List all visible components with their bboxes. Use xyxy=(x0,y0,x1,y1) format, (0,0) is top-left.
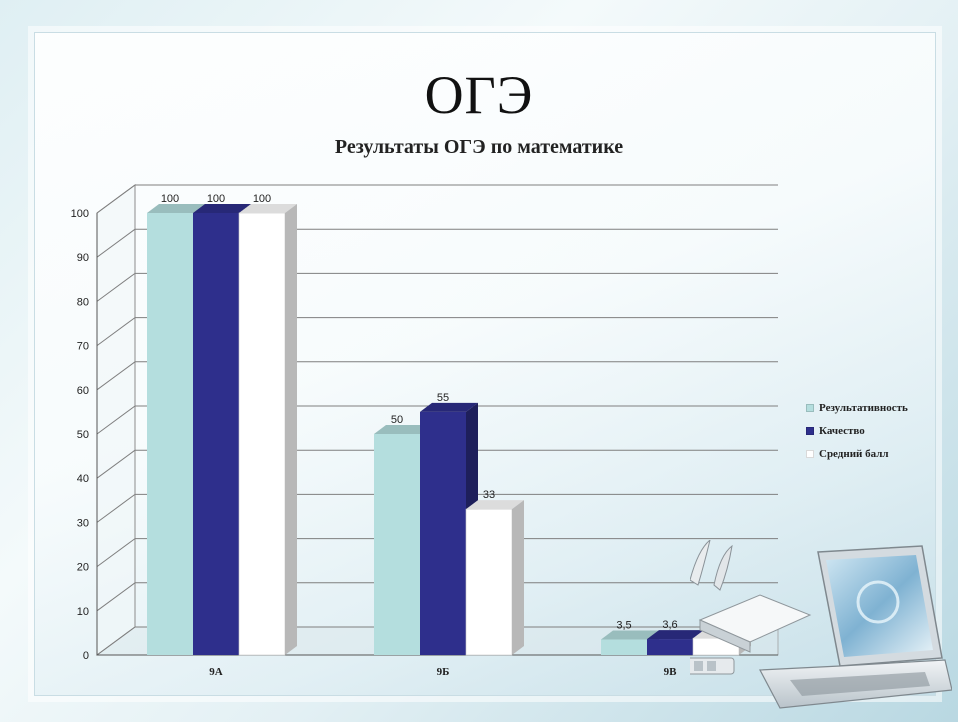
gridline-side xyxy=(96,317,136,347)
data-label: 3,5 xyxy=(616,620,631,632)
slide-title: ОГЭ xyxy=(424,65,534,125)
data-label: 3,6 xyxy=(662,619,677,631)
laptop-illustration xyxy=(690,540,952,709)
bar-top xyxy=(374,425,432,434)
x-tick-label: 9А xyxy=(209,666,223,678)
y-tick-label: 10 xyxy=(77,606,89,618)
gridline-side xyxy=(96,361,136,391)
gridline-side xyxy=(96,493,136,523)
bar xyxy=(238,212,286,656)
y-tick-label: 90 xyxy=(77,252,89,264)
data-label: 50 xyxy=(391,414,403,426)
bar-side xyxy=(512,500,524,655)
bar-top xyxy=(601,630,659,640)
y-tick-label: 0 xyxy=(83,650,89,662)
legend-swatch xyxy=(806,403,814,412)
bar xyxy=(647,639,693,655)
bar xyxy=(374,434,420,655)
gridline-side xyxy=(96,538,136,568)
data-label: 33 xyxy=(483,489,495,501)
bar xyxy=(147,213,193,655)
bar xyxy=(465,508,513,656)
legend-label: Качество xyxy=(819,424,865,437)
y-tick-label: 100 xyxy=(71,208,89,220)
gridline-side xyxy=(96,449,136,479)
data-label: 100 xyxy=(161,193,179,205)
data-label: 100 xyxy=(207,193,225,205)
data-label: 55 xyxy=(437,392,449,404)
bar-top xyxy=(420,402,478,412)
bar-top xyxy=(239,204,297,213)
chart-title: Результаты ОГЭ по математике xyxy=(334,136,624,158)
y-tick-label: 80 xyxy=(77,296,89,308)
bar xyxy=(420,411,466,655)
gridline-side xyxy=(96,228,136,258)
gridline-side xyxy=(96,582,136,612)
legend-swatch xyxy=(806,449,814,458)
chart-legend: Результативность Качество Средний балл xyxy=(806,396,908,465)
y-tick-label: 70 xyxy=(77,341,89,353)
gridline-side xyxy=(96,626,136,656)
bar-top xyxy=(647,630,705,640)
legend-item-sredniy-ball: Средний балл xyxy=(806,442,908,465)
gridline-side xyxy=(96,405,136,435)
y-tick-label: 60 xyxy=(77,385,89,397)
legend-label: Результативность xyxy=(819,401,908,414)
gridline-side xyxy=(96,272,136,302)
y-tick-label: 50 xyxy=(77,429,89,441)
bar xyxy=(193,213,239,655)
legend-item-resultativnost: Результативность xyxy=(806,396,908,419)
x-tick-label: 9Б xyxy=(437,666,450,678)
legend-label: Средний балл xyxy=(819,447,889,460)
bar-top xyxy=(193,204,251,213)
data-label: 100 xyxy=(253,193,271,205)
bar xyxy=(601,639,647,655)
legend-swatch xyxy=(806,426,814,435)
bar-top xyxy=(147,204,205,213)
legend-item-kachestvo: Качество xyxy=(806,419,908,442)
y-tick-label: 40 xyxy=(77,473,89,485)
y-tick-label: 20 xyxy=(77,562,89,574)
bar-top xyxy=(466,500,524,510)
gridline-side xyxy=(96,184,136,214)
y-tick-label: 30 xyxy=(77,517,89,529)
bar-side xyxy=(285,204,297,655)
x-tick-label: 9В xyxy=(664,666,678,678)
